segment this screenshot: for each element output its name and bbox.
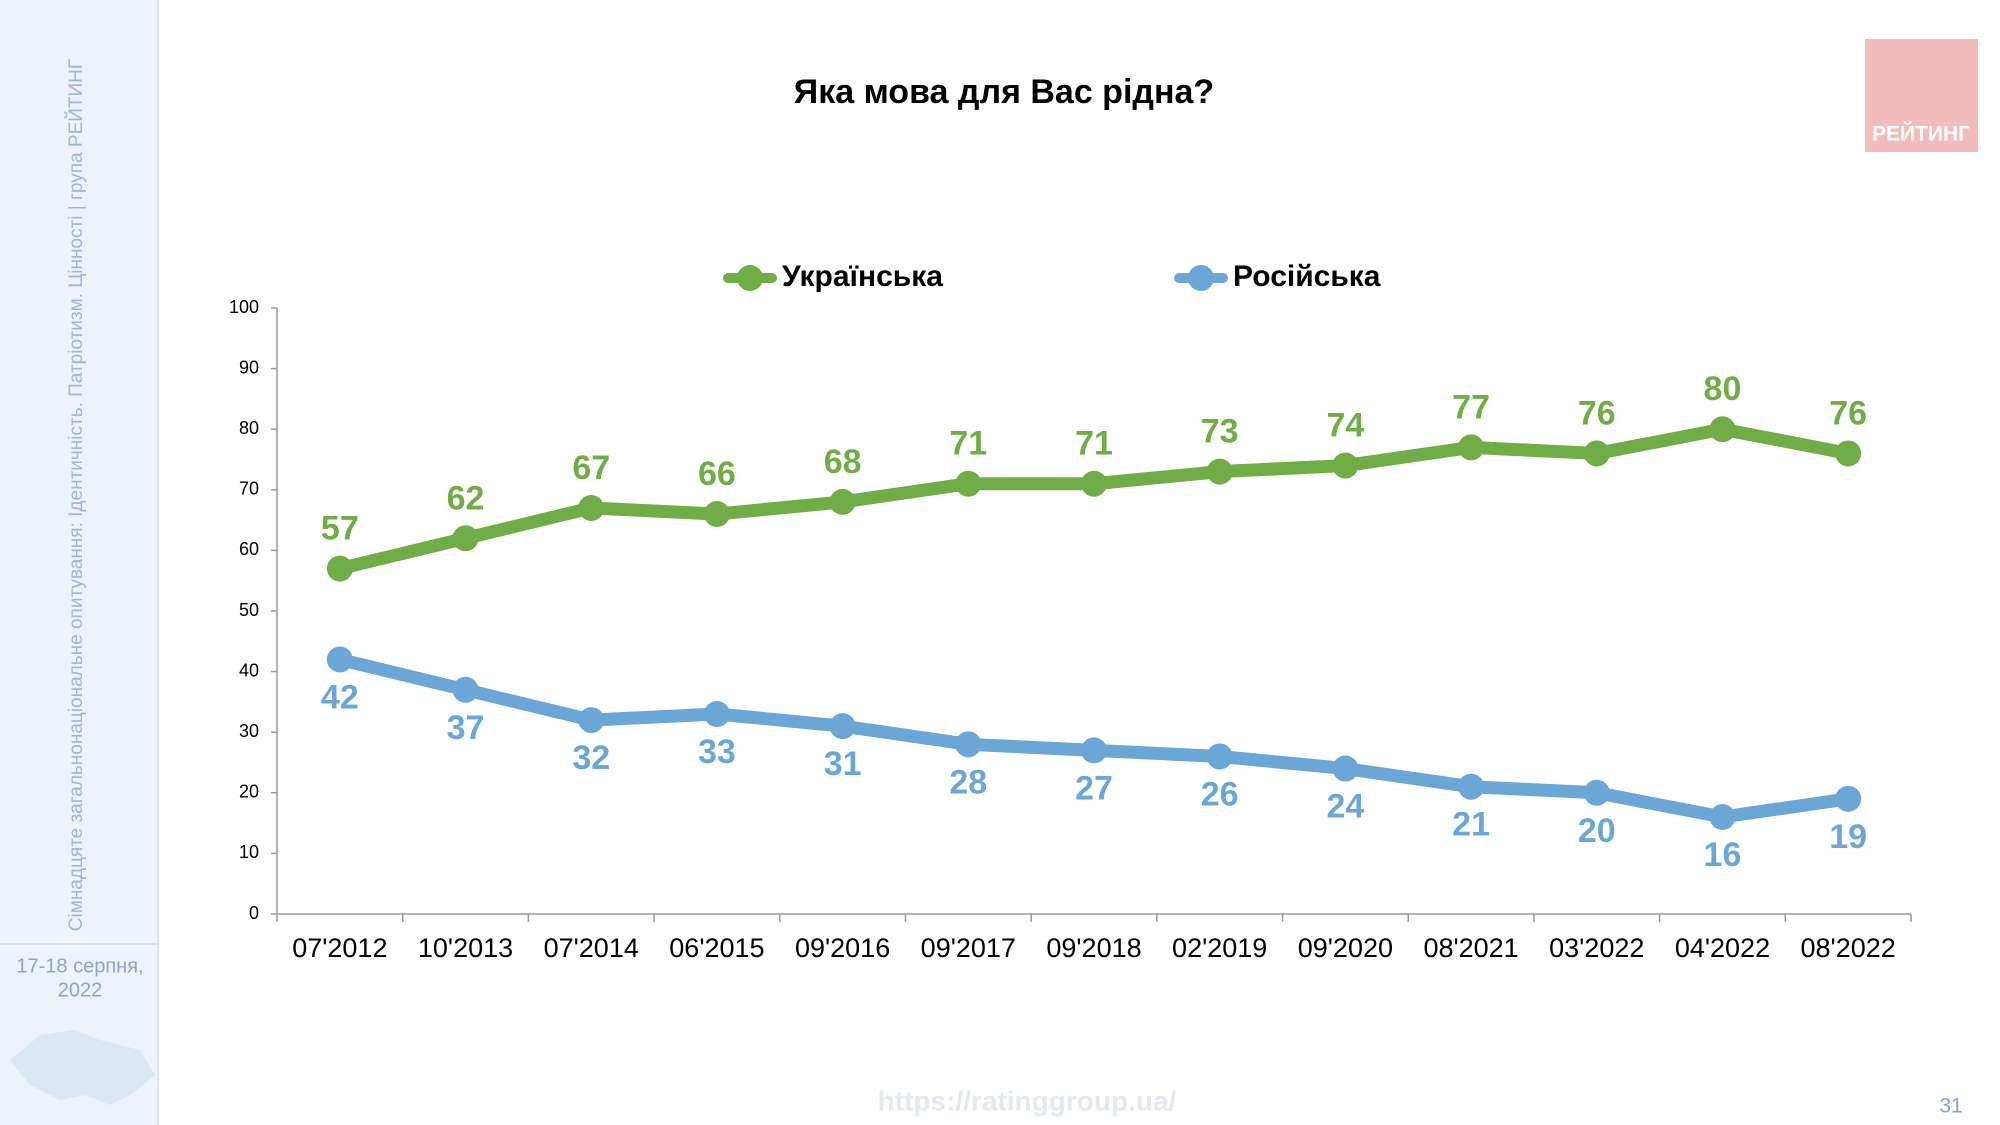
- data-label: 21: [1452, 806, 1490, 844]
- data-label: 37: [447, 709, 485, 747]
- y-tick-label: 20: [239, 782, 259, 802]
- data-label: 26: [1201, 775, 1239, 813]
- x-tick-label: 09'2018: [1046, 933, 1141, 963]
- point: [1081, 470, 1107, 497]
- date: 2022: [58, 979, 103, 1001]
- y-tick-label: 30: [239, 721, 259, 741]
- y-tick-label: 80: [239, 418, 259, 438]
- y-tick-label: 60: [239, 539, 259, 559]
- data-label: 71: [1075, 425, 1113, 463]
- x-tick-label: 07'2014: [544, 933, 639, 963]
- point: [578, 494, 605, 521]
- point: [1835, 440, 1862, 467]
- data-label: 19: [1829, 818, 1867, 856]
- point: [578, 707, 605, 734]
- data-label: 32: [572, 739, 610, 777]
- data-label: 77: [1452, 388, 1490, 426]
- x-tick-label: 08'2021: [1423, 933, 1518, 963]
- legend-marker: [1188, 265, 1214, 291]
- point: [955, 731, 982, 758]
- point: [1332, 755, 1359, 782]
- y-tick-label: 10: [239, 842, 259, 862]
- point: [452, 525, 479, 552]
- data-label: 67: [572, 449, 610, 487]
- y-tick-label: 90: [239, 357, 259, 377]
- x-tick-label: 06'2015: [669, 933, 764, 963]
- data-label: 16: [1704, 836, 1742, 874]
- legend-marker: [737, 265, 763, 291]
- x-tick-label: 02'2019: [1172, 933, 1267, 963]
- sidebar: [0, 0, 158, 1125]
- data-label: 62: [447, 479, 485, 517]
- x-tick-label: 04'2022: [1675, 933, 1770, 963]
- x-tick-label: 09'2016: [795, 933, 890, 963]
- x-tick-label: 09'2020: [1298, 933, 1393, 963]
- point: [1458, 773, 1485, 800]
- point: [829, 713, 856, 740]
- y-tick-label: 0: [249, 903, 259, 923]
- point: [829, 488, 856, 515]
- point: [1081, 737, 1107, 764]
- legend-label: Українська: [782, 260, 943, 293]
- x-tick-label: 10'2013: [418, 933, 513, 963]
- point: [452, 676, 479, 703]
- x-tick-label: 07'2012: [292, 933, 387, 963]
- y-tick-label: 50: [239, 600, 259, 620]
- data-label: 33: [698, 733, 736, 771]
- data-label: 76: [1829, 394, 1867, 432]
- point: [1583, 779, 1610, 806]
- y-tick-label: 70: [239, 479, 259, 499]
- data-label: 73: [1201, 413, 1239, 451]
- data-label: 20: [1578, 812, 1616, 850]
- url: https://ratinggroup.ua/: [878, 1085, 1177, 1116]
- chart-title: Яка мова для Вас рідна?: [794, 73, 1214, 111]
- data-label: 68: [824, 443, 862, 481]
- side-title: Сімнадцяте загальнонаціональне опитуванн…: [65, 59, 87, 931]
- data-label: 31: [824, 745, 862, 783]
- point: [326, 555, 353, 582]
- x-tick-label: 09'2017: [921, 933, 1016, 963]
- point: [1709, 804, 1736, 831]
- point: [326, 646, 353, 673]
- y-tick-label: 100: [229, 297, 259, 317]
- logo: [1865, 39, 1978, 152]
- page-number: 31: [1939, 1095, 1962, 1118]
- point: [703, 701, 730, 728]
- data-label: 74: [1326, 407, 1364, 445]
- data-label: 71: [949, 425, 987, 463]
- legend-label: Російська: [1233, 260, 1381, 293]
- x-tick-label: 03'2022: [1549, 933, 1644, 963]
- point: [1835, 785, 1862, 812]
- map-icon: [10, 1030, 155, 1105]
- point: [1332, 452, 1359, 479]
- point: [703, 501, 730, 528]
- point: [1583, 440, 1610, 467]
- y-tick-label: 40: [239, 660, 259, 680]
- data-label: 42: [321, 678, 359, 716]
- point: [1206, 743, 1233, 770]
- point: [1458, 434, 1485, 461]
- data-label: 24: [1326, 788, 1364, 826]
- data-label: 66: [698, 455, 736, 493]
- point: [1206, 458, 1233, 485]
- data-label: 28: [949, 763, 987, 801]
- point: [1709, 416, 1736, 443]
- data-label: 57: [321, 510, 359, 548]
- date: 17-18 серпня,: [16, 955, 143, 977]
- logo-text: РЕЙТИНГ: [1872, 122, 1970, 146]
- point: [955, 470, 982, 497]
- data-label: 27: [1075, 769, 1113, 807]
- data-label: 80: [1704, 370, 1742, 408]
- data-label: 76: [1578, 394, 1616, 432]
- x-tick-label: 08'2022: [1801, 933, 1896, 963]
